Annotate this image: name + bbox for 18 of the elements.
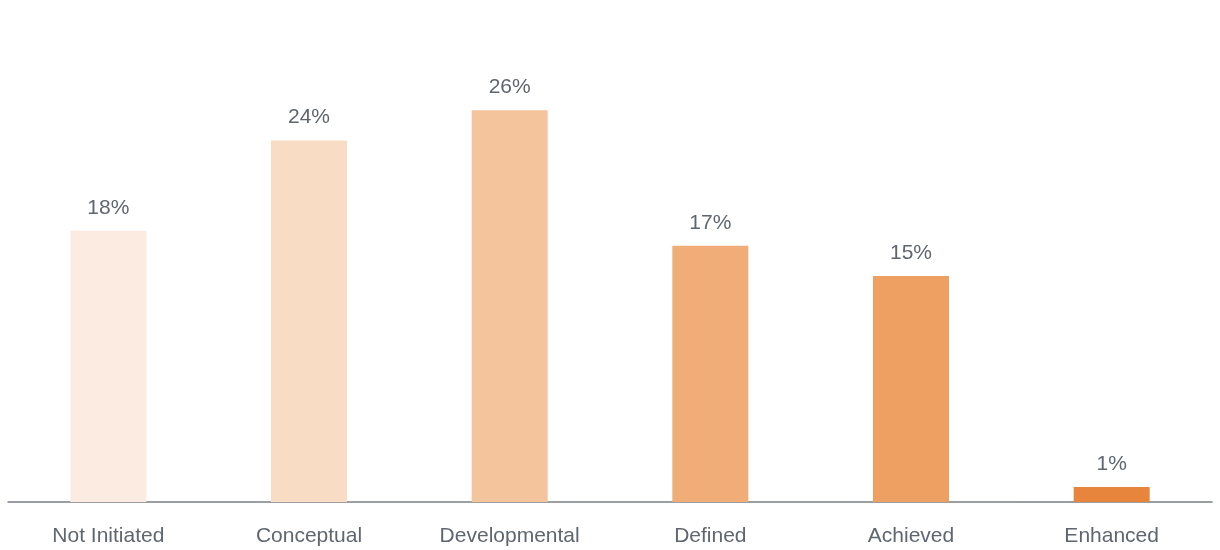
bar — [471, 110, 548, 502]
bar — [1073, 486, 1150, 502]
x-tick-label: Not Initiated — [52, 523, 165, 546]
data-label: 24% — [287, 104, 331, 128]
x-tick-label: Enhanced — [1064, 523, 1159, 546]
data-label: 17% — [689, 209, 732, 233]
data-label: 26% — [488, 74, 531, 98]
bar — [70, 230, 147, 502]
data-label: 1% — [1096, 450, 1127, 474]
bar — [271, 140, 347, 502]
bar — [873, 276, 949, 502]
data-label: 18% — [87, 194, 130, 218]
x-tick-label: Defined — [674, 523, 747, 546]
data-label: 15% — [889, 240, 933, 263]
bar — [672, 245, 749, 502]
x-tick-label: Achieved — [867, 523, 955, 546]
x-tick-label: Conceptual — [255, 523, 363, 546]
x-tick-label: Developmental — [439, 523, 580, 546]
